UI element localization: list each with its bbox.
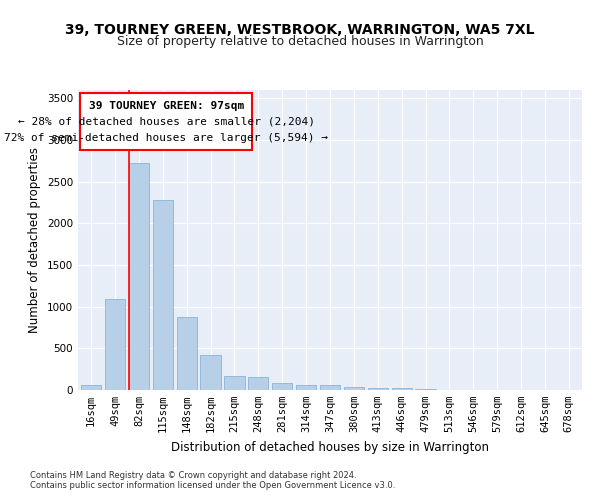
Bar (392, 388, 412, 390)
Text: Size of property relative to detached houses in Warrington: Size of property relative to detached ho… (116, 35, 484, 48)
Bar (105, 299, 125, 390)
Bar (415, 389, 436, 390)
Y-axis label: Number of detached properties: Number of detached properties (28, 147, 41, 333)
Bar (320, 386, 340, 390)
Bar (200, 356, 221, 390)
Text: Contains HM Land Registry data © Crown copyright and database right 2024.: Contains HM Land Registry data © Crown c… (30, 470, 356, 480)
Bar (176, 316, 197, 390)
Bar (152, 200, 173, 390)
Bar (81, 386, 101, 390)
Text: ← 28% of detached houses are smaller (2,204): ← 28% of detached houses are smaller (2,… (18, 116, 315, 126)
Text: 72% of semi-detached houses are larger (5,594) →: 72% of semi-detached houses are larger (… (4, 132, 328, 142)
Bar (344, 386, 364, 390)
FancyBboxPatch shape (80, 94, 253, 150)
Text: Contains public sector information licensed under the Open Government Licence v3: Contains public sector information licen… (30, 480, 395, 490)
Bar (129, 164, 149, 390)
Bar (296, 385, 316, 390)
Text: 39, TOURNEY GREEN, WESTBROOK, WARRINGTON, WA5 7XL: 39, TOURNEY GREEN, WESTBROOK, WARRINGTON… (65, 22, 535, 36)
X-axis label: Distribution of detached houses by size in Warrington: Distribution of detached houses by size … (171, 440, 489, 454)
Bar (368, 388, 388, 390)
Bar (272, 382, 292, 390)
Bar (248, 377, 268, 390)
Text: 39 TOURNEY GREEN: 97sqm: 39 TOURNEY GREEN: 97sqm (89, 101, 244, 111)
Bar (224, 376, 245, 390)
